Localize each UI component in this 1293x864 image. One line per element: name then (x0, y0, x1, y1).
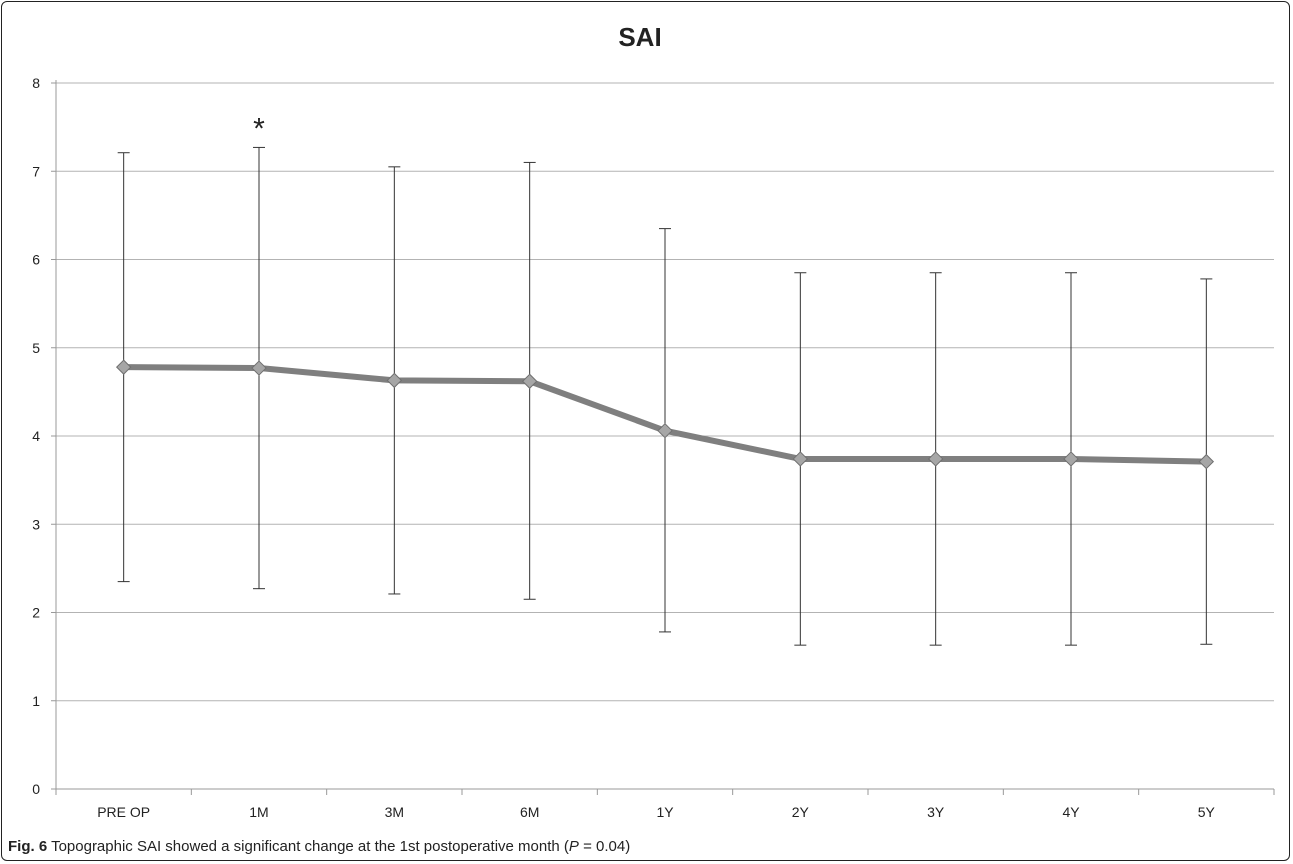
caption-label: Fig. 6 (8, 838, 48, 855)
y-tick-label: 6 (32, 252, 40, 268)
y-tick-label: 3 (32, 516, 40, 532)
x-axis: PRE OP 1M 3M 6M 1Y 2Y 3Y 4Y 5Y (55, 788, 1275, 820)
x-tick-label: 3M (385, 804, 404, 820)
data-point (927, 451, 944, 467)
sai-line-chart: 0 1 2 3 4 5 6 7 8 PRE OP 1M 3M 6M 1Y 2Y 3Y 4Y 5Y * SAI (32, 22, 1275, 820)
y-tick-label: 0 (32, 781, 40, 797)
chart-title: SAI (618, 22, 661, 52)
x-tick-label: 6M (520, 804, 539, 820)
data-point (251, 360, 267, 376)
annotations: * (253, 112, 265, 145)
data-point (1063, 451, 1079, 467)
y-tick-label: 7 (32, 163, 40, 179)
caption-text-before: Topographic SAI showed a significant cha… (47, 838, 569, 855)
caption-p-symbol: P (568, 838, 579, 855)
x-tick-label: PRE OP (97, 804, 150, 820)
data-point (1198, 453, 1215, 470)
x-tick-label: 2Y (792, 804, 810, 820)
data-point (792, 451, 809, 467)
y-tick-label: 8 (32, 75, 40, 91)
caption-text-after: = 0.04) (578, 838, 631, 855)
data-point (521, 373, 538, 389)
x-tick-label: 4Y (1062, 804, 1080, 820)
data-point (657, 422, 673, 439)
y-tick-label: 2 (32, 605, 40, 621)
y-axis: 0 1 2 3 4 5 6 7 8 (32, 75, 57, 797)
figure-caption: Fig. 6 Topographic SAI showed a signific… (8, 838, 1278, 860)
error-bars (117, 146, 1213, 646)
data-markers (115, 359, 1215, 470)
x-tick-label: 5Y (1198, 804, 1216, 820)
y-tick-label: 4 (32, 428, 40, 444)
data-point (386, 372, 403, 389)
data-point (115, 359, 132, 375)
x-tick-label: 1M (249, 804, 268, 820)
x-tick-label: 3Y (927, 804, 945, 820)
y-tick-label: 5 (32, 340, 40, 356)
x-tick-label: 1Y (656, 804, 674, 820)
y-tick-label: 1 (32, 693, 40, 709)
significance-asterisk: * (253, 112, 265, 145)
